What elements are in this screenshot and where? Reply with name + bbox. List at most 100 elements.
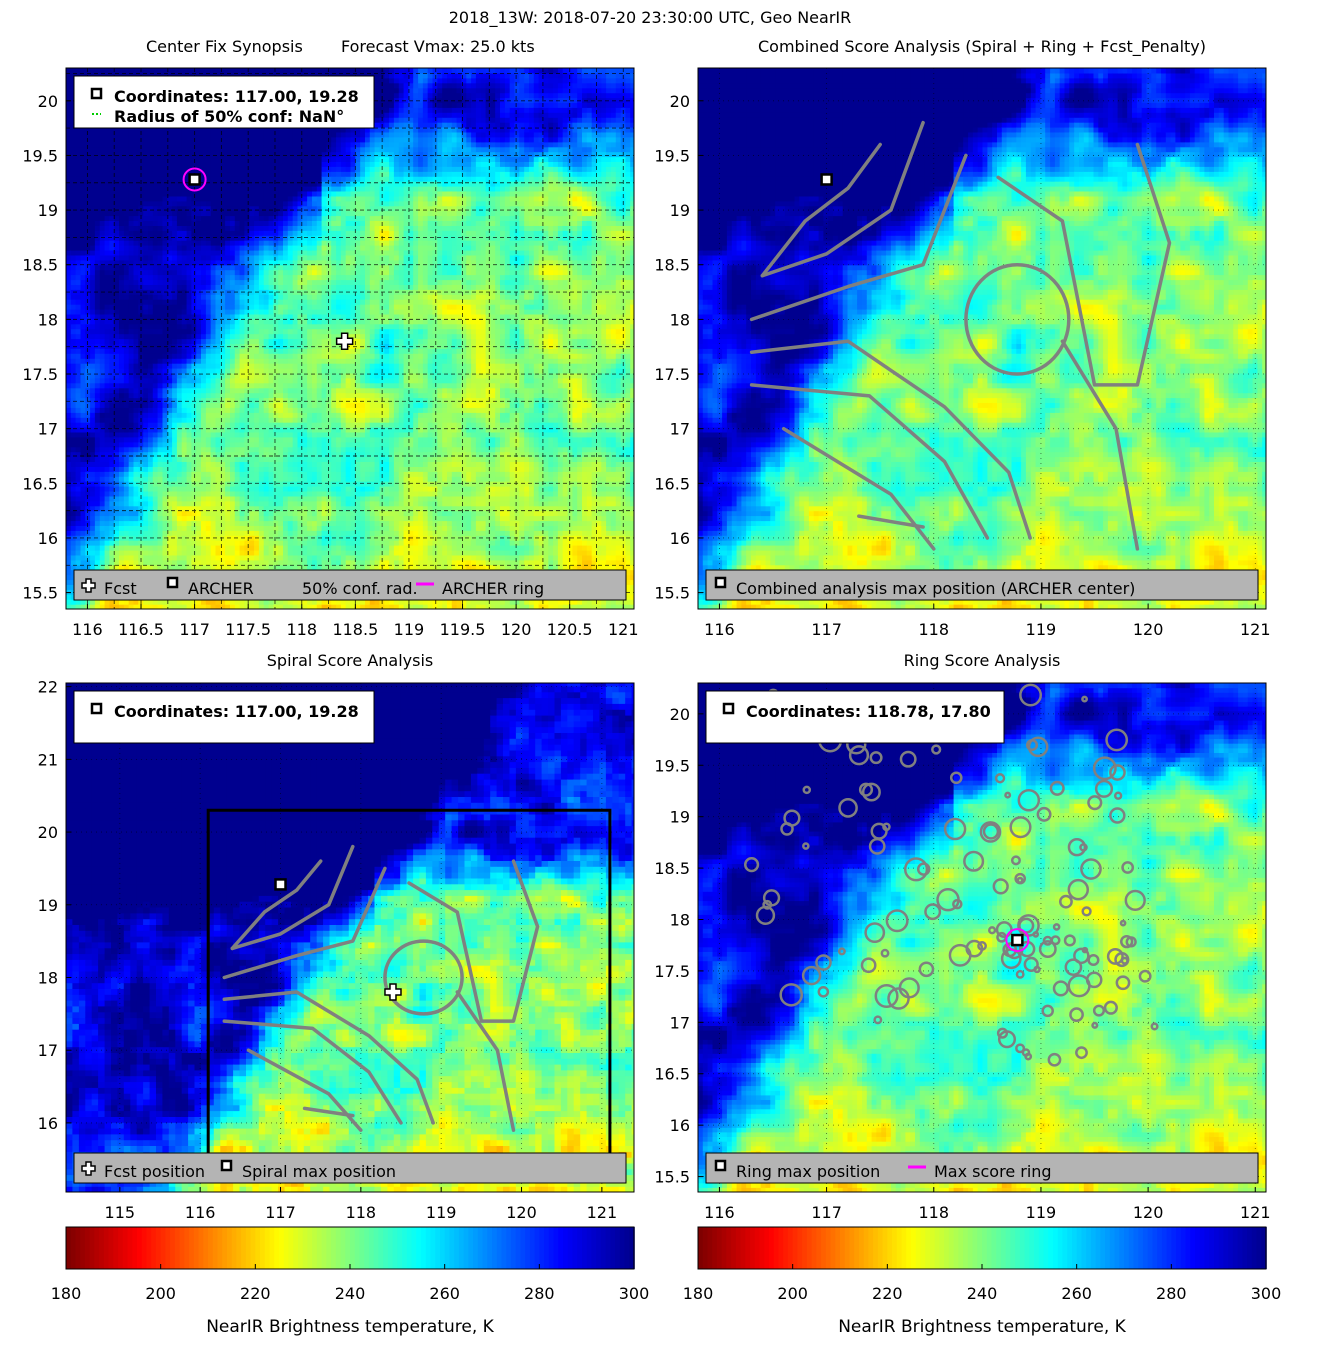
y-tick-label: 20 xyxy=(670,705,690,724)
spiral-contour xyxy=(996,142,1172,387)
ring-contour xyxy=(885,909,909,933)
contours-combined xyxy=(749,120,1172,551)
x-tick-label: 117 xyxy=(811,620,842,639)
axes-frame xyxy=(65,67,635,610)
spiral-contour xyxy=(781,426,936,551)
ring-contour xyxy=(858,782,874,797)
x-tick-label: 119.5 xyxy=(440,620,486,639)
y-tick-label: 17 xyxy=(670,420,690,439)
colorbar-tick-label: 200 xyxy=(145,1284,176,1303)
spiral-contour xyxy=(1060,339,1140,551)
ring-contour xyxy=(1004,791,1012,799)
ring-contour xyxy=(744,857,760,873)
ring-contour xyxy=(1080,858,1102,880)
colorbar-tick-label: 280 xyxy=(524,1284,555,1303)
ring-contour xyxy=(1094,779,1114,798)
info-box-ring: Coordinates: 118.78, 17.80 xyxy=(705,690,1005,744)
panel3-title: Spiral Score Analysis xyxy=(66,651,634,670)
x-tick-label: 116 xyxy=(704,1203,735,1222)
ring-contour xyxy=(1087,795,1103,811)
legend-ring: Ring max position Max score ring xyxy=(705,1152,1259,1184)
ring-contour xyxy=(870,822,888,840)
ring-contour xyxy=(1010,855,1021,866)
spiral-contour xyxy=(230,844,355,951)
ring-contour xyxy=(1092,1004,1106,1017)
colorbar-tick-label: 300 xyxy=(1251,1284,1282,1303)
ring-contour xyxy=(1050,935,1061,946)
x-tick-label: 120 xyxy=(1133,620,1164,639)
x-tick-label: 121 xyxy=(1240,1203,1271,1222)
ring-contour xyxy=(815,954,832,971)
ring-contour xyxy=(1119,919,1127,927)
spiral-contour xyxy=(407,859,540,1023)
legend-label: Fcst position xyxy=(104,1162,205,1181)
y-tick-label: 17 xyxy=(670,1013,690,1032)
archer-marker xyxy=(274,878,287,891)
ring-contour xyxy=(903,857,929,882)
ring-contour xyxy=(949,771,963,785)
spiral-contour xyxy=(455,990,516,1132)
ring-contour xyxy=(1018,940,1036,958)
ring-contour xyxy=(1052,980,1069,997)
x-tick-label: 120 xyxy=(1133,1203,1164,1222)
heatmap-combined xyxy=(698,68,1266,609)
spiral-contour xyxy=(760,142,882,278)
archer-marker xyxy=(1011,933,1024,947)
y-tick-label: 17.5 xyxy=(654,962,690,981)
legend-label: ARCHER ring xyxy=(442,579,544,598)
y-tick-label: 16 xyxy=(38,1114,58,1133)
archer-marker xyxy=(820,173,833,186)
colorbar-tick-label: 240 xyxy=(335,1284,366,1303)
x-tick-label: 117.5 xyxy=(225,620,271,639)
ring-contour xyxy=(924,903,942,921)
legend-center-fix: Fcst ARCHER 50% conf. rad. ARCHER ring xyxy=(73,569,627,601)
fcst-marker xyxy=(335,332,354,350)
x-tick-label: 119 xyxy=(1026,620,1057,639)
colorbar-1: 180 200 220 240 260 280 300 NearIR Brightness t… xyxy=(51,1226,649,1337)
y-tick-label: 16.5 xyxy=(654,1065,690,1084)
archer-ring-marker xyxy=(1005,928,1030,953)
x-tick-label: 117 xyxy=(265,1203,296,1222)
x-tick-label: 121 xyxy=(608,620,639,639)
x-tick-label: 116 xyxy=(185,1203,216,1222)
ring-contour xyxy=(1087,953,1100,967)
ring-contour xyxy=(1075,1046,1088,1060)
ring-contour xyxy=(861,782,881,802)
ring-contour xyxy=(1014,872,1027,885)
ring-contour xyxy=(874,983,899,1008)
ring-contour xyxy=(1115,975,1131,991)
ring-contour xyxy=(943,817,967,841)
legend-label: Combined analysis max position (ARCHER c… xyxy=(736,579,1135,598)
ring-contour xyxy=(873,1015,883,1025)
colorbar-tick-label: 260 xyxy=(1061,1284,1092,1303)
y-tick-label: 18 xyxy=(670,310,690,329)
ring-contour xyxy=(1113,791,1123,800)
panel-ring: Coordinates: 118.78, 17.80 Ring max posit… xyxy=(654,682,1271,1222)
ring-contour xyxy=(1092,756,1117,781)
ring-contour xyxy=(1019,683,1042,707)
y-tick-label: 19 xyxy=(670,201,690,220)
fcst-legend-icon xyxy=(81,1161,96,1176)
ring-contour xyxy=(1081,906,1092,917)
legend-label: Fcst xyxy=(104,579,137,598)
ring-contour xyxy=(931,744,942,755)
x-tick-label: 118 xyxy=(919,620,950,639)
x-tick-label: 119 xyxy=(426,1203,457,1222)
ring-contour xyxy=(1103,1000,1118,1015)
colorbar-tick-label: 220 xyxy=(872,1284,903,1303)
suptitle: 2018_13W: 2018-07-20 23:30:00 UTC, Geo N… xyxy=(0,8,1300,27)
x-tick-label: 121 xyxy=(587,1203,618,1222)
archer-legend-icon xyxy=(90,702,103,715)
y-tick-label: 16 xyxy=(670,1116,690,1135)
info-line: Radius of 50% conf: NaN° xyxy=(114,107,344,126)
colorbar-tick-label: 180 xyxy=(683,1284,714,1303)
ring-contour xyxy=(995,921,1013,939)
ring-contour xyxy=(996,1027,1009,1039)
info-line: Coordinates: 118.78, 17.80 xyxy=(746,702,991,721)
y-tick-label: 18.5 xyxy=(654,859,690,878)
x-tick-label: 119 xyxy=(394,620,425,639)
contours-spiral xyxy=(222,844,540,1132)
ring-contour xyxy=(848,745,870,766)
